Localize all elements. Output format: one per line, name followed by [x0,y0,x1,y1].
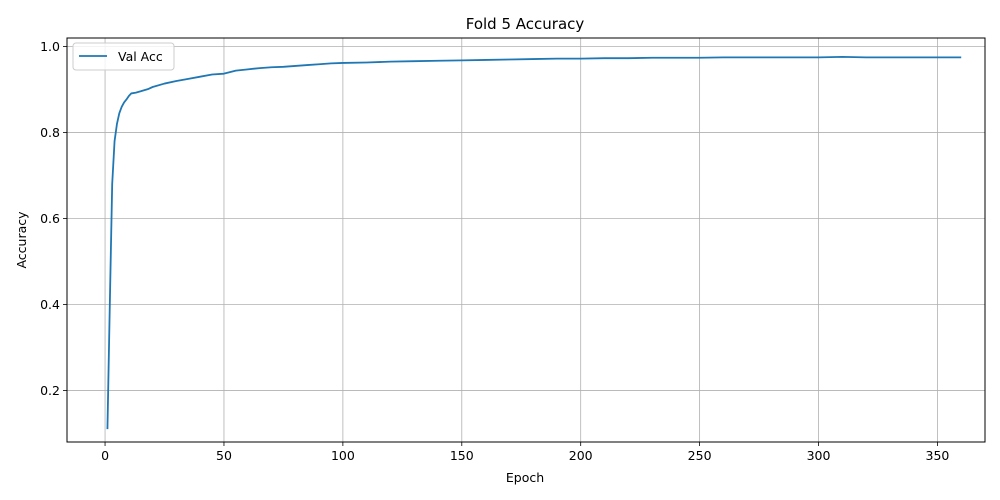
y-tick-label: 0.6 [40,211,60,226]
x-tick-label: 50 [216,448,232,463]
plot-frame [66,37,986,443]
chart-title: Fold 5 Accuracy [466,15,585,33]
y-axis-label: Accuracy [14,211,29,269]
grid-lines [67,38,985,442]
y-tick-label: 1.0 [40,39,60,54]
axis-ticks: 0 50 100 150 200 250 300 350 0.2 0.4 0.6 0.8 1.0 [40,39,949,463]
x-tick-label: 250 [688,448,712,463]
x-tick-label: 200 [569,448,593,463]
x-tick-label: 0 [101,448,109,463]
series-line-val-acc [106,56,962,430]
x-tick-label: 150 [450,448,474,463]
legend-entry-label: Val Acc [118,49,163,64]
y-tick-label: 0.8 [40,125,60,140]
x-tick-label: 100 [331,448,355,463]
legend-box [72,42,175,71]
x-tick-label: 350 [926,448,950,463]
plot-data [106,56,962,430]
x-axis-label: Epoch [506,470,544,485]
y-tick-label: 0.2 [40,383,60,398]
x-tick-label: 300 [807,448,831,463]
legend: Val Acc [72,42,175,71]
y-tick-label: 0.4 [40,297,60,312]
